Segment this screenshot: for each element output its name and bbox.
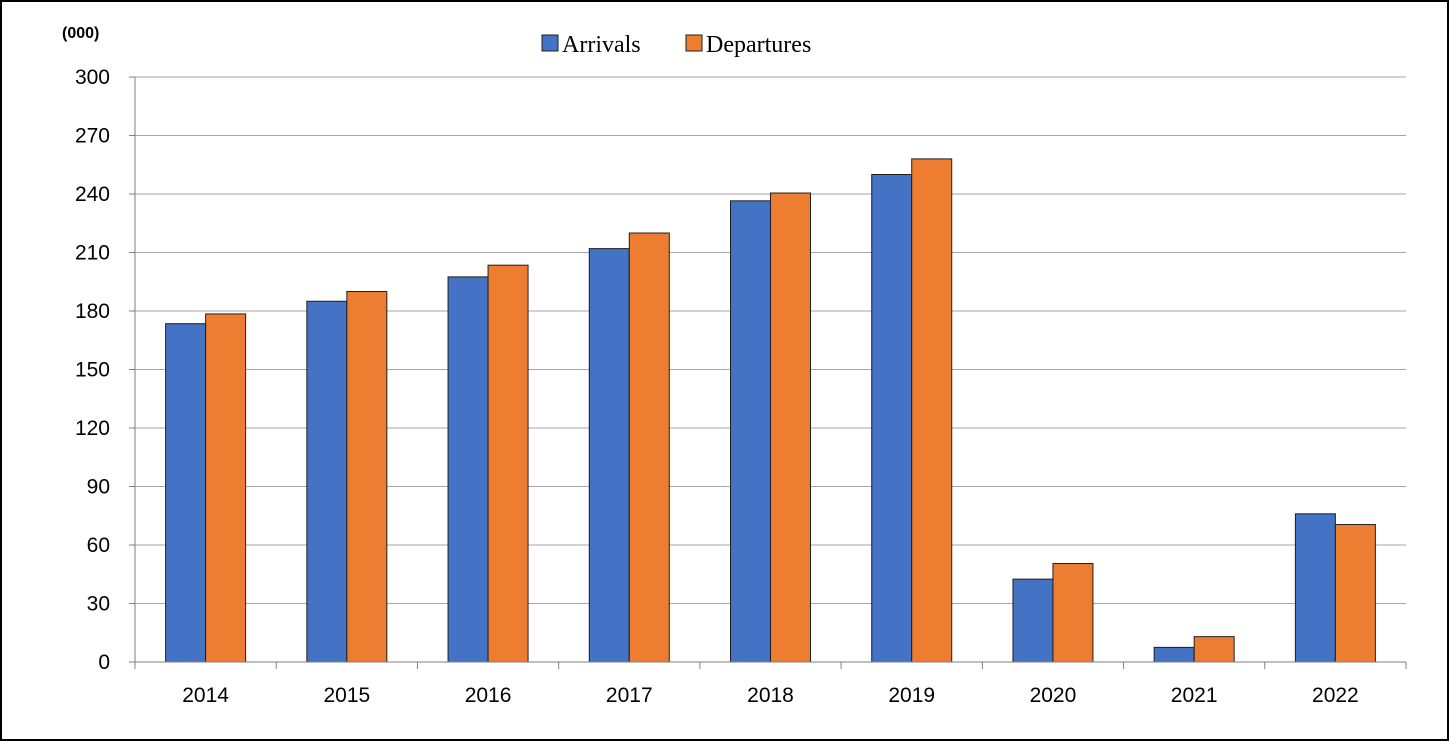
axes	[129, 76, 1407, 669]
x-tick-label: 2020	[1030, 684, 1077, 707]
bar-departures-2019	[911, 158, 953, 663]
y-tick-label: 150	[75, 359, 110, 382]
bar-departures-2017	[628, 232, 670, 663]
bar-arrivals-2015	[306, 300, 348, 663]
y-tick-label: 300	[75, 66, 110, 89]
legend-label-departures: Departures	[706, 32, 811, 58]
x-tick-label: 2015	[323, 684, 370, 707]
x-tick-label: 2017	[606, 684, 653, 707]
x-tick-label: 2021	[1171, 684, 1218, 707]
bar-departures-2020	[1052, 563, 1094, 663]
legend-swatch-departures	[685, 34, 703, 52]
legend-label-arrivals: Arrivals	[562, 32, 641, 58]
y-unit-label: (000)	[62, 25, 99, 42]
bar-departures-2018	[770, 192, 811, 663]
y-tick-label: 270	[75, 125, 110, 148]
bar-arrivals-2022	[1294, 513, 1336, 663]
bar-arrivals-2016	[447, 276, 489, 663]
bar-departures-2022	[1334, 524, 1376, 663]
x-tick-label: 2019	[888, 684, 935, 707]
bar-arrivals-2017	[588, 248, 630, 663]
y-tick-label: 90	[87, 476, 110, 499]
bar-departures-2015	[346, 291, 388, 663]
y-tick-label: 210	[75, 242, 110, 265]
y-tick-label: 60	[87, 534, 110, 557]
bar-arrivals-2020	[1012, 578, 1054, 663]
y-tick-label: 30	[87, 593, 110, 616]
legend-swatch-arrivals	[541, 34, 559, 52]
bar-arrivals-2018	[730, 200, 771, 663]
y-tick-label: 0	[98, 651, 110, 674]
y-tick-label: 120	[75, 417, 110, 440]
bar-departures-2021	[1193, 636, 1235, 663]
y-tick-label: 240	[75, 183, 110, 206]
bar-departures-2016	[487, 264, 529, 663]
y-tick-labels: 0 30 60 90 120 150 180 210 240 270 300	[75, 66, 110, 674]
bar-arrivals-2014	[165, 323, 207, 663]
x-tick-label: 2014	[182, 684, 229, 707]
x-tick-label: 2022	[1312, 684, 1359, 707]
x-tick-label: 2018	[747, 684, 794, 707]
bar-departures-2014	[205, 313, 247, 663]
bar-arrivals-2021	[1153, 646, 1195, 663]
x-tick-labels: 2014 2015 2016 2017 2018 2019 2020 2021 2022	[182, 684, 1358, 707]
legend: Arrivals Departures	[541, 32, 811, 58]
y-tick-label: 180	[75, 300, 110, 323]
bar-arrivals-2019	[871, 174, 913, 663]
bars	[165, 158, 1376, 663]
x-tick-label: 2016	[465, 684, 512, 707]
